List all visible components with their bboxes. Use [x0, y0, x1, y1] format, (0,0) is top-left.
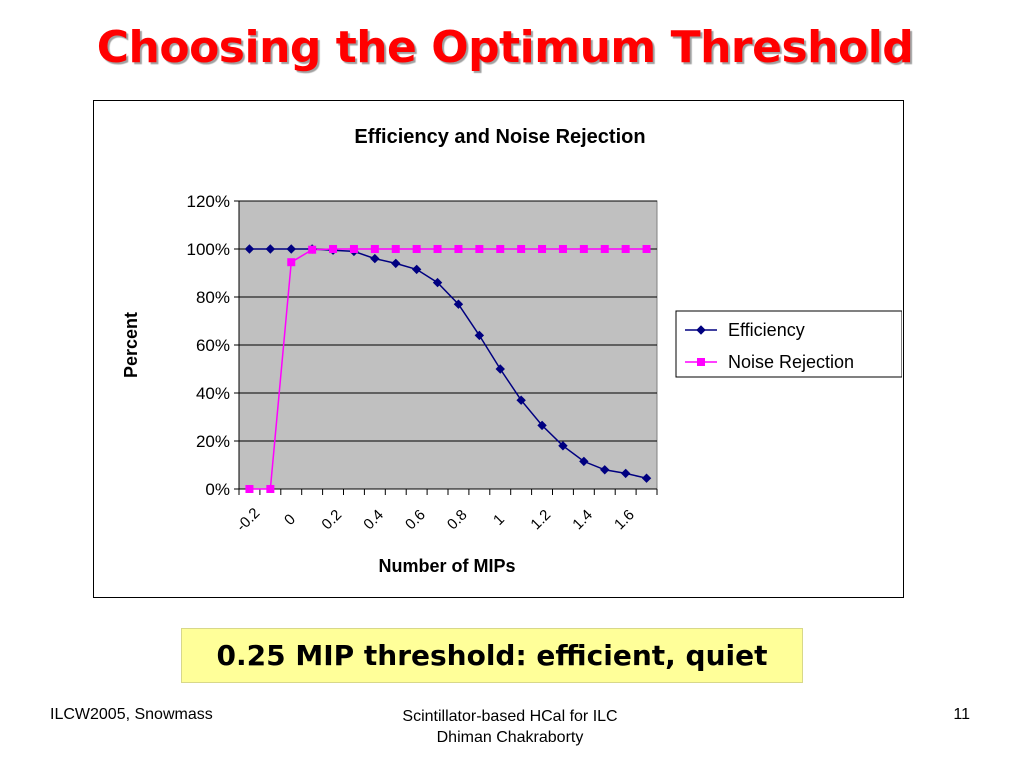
- legend-marker: [697, 358, 705, 366]
- footer-talk-info: Scintillator-based HCal for ILC Dhiman C…: [350, 706, 670, 748]
- data-point: [453, 299, 464, 309]
- data-point: [245, 485, 254, 493]
- data-point: [517, 245, 526, 253]
- y-tick-label: 60%: [196, 336, 230, 355]
- data-point: [538, 245, 547, 253]
- footer-author: Dhiman Chakraborty: [436, 729, 584, 746]
- data-point: [537, 420, 547, 431]
- y-axis-label: Percent: [121, 312, 141, 378]
- data-point: [411, 264, 422, 275]
- data-point: [579, 456, 589, 467]
- data-point: [454, 245, 463, 253]
- y-tick-label: 80%: [196, 288, 230, 307]
- x-tick-label: 0: [281, 511, 299, 529]
- data-point: [600, 465, 610, 475]
- data-point: [244, 244, 255, 254]
- x-axis-label: Number of MIPs: [378, 556, 515, 576]
- data-point: [412, 245, 421, 253]
- data-point: [266, 485, 275, 493]
- x-tick-label: -0.2: [233, 505, 263, 535]
- data-point: [642, 245, 651, 253]
- chart-frame: Efficiency and Noise Rejection 0% 20% 40% 60…: [93, 100, 904, 598]
- chart-title: Efficiency and Noise Rejection: [354, 126, 645, 148]
- data-point: [496, 245, 505, 253]
- data-point: [287, 258, 296, 267]
- data-point: [516, 395, 526, 405]
- y-tick-label: 40%: [196, 384, 230, 403]
- data-point: [600, 245, 609, 253]
- data-point: [620, 468, 631, 479]
- x-tick-label: 0.6: [402, 506, 429, 533]
- data-point: [432, 277, 443, 288]
- y-tick-label: 0%: [205, 480, 230, 499]
- data-point: [286, 244, 296, 254]
- x-tick-label: 0.8: [444, 506, 471, 533]
- efficiency-noise-chart: Efficiency and Noise Rejection 0% 20% 40% 60…: [121, 126, 902, 576]
- footer-talk-title: Scintillator-based HCal for ILC: [402, 708, 618, 725]
- x-tick-label: 1.2: [527, 506, 554, 533]
- data-point: [265, 244, 276, 254]
- data-point: [641, 473, 652, 483]
- legend-label: Efficiency: [728, 320, 805, 340]
- data-point: [579, 245, 588, 253]
- y-tick-label: 20%: [196, 432, 230, 451]
- data-point: [558, 441, 568, 451]
- footer-conference: ILCW2005, Snowmass: [50, 706, 213, 723]
- data-point: [495, 364, 505, 374]
- data-point: [308, 245, 317, 254]
- data-point: [391, 245, 400, 253]
- legend-label: Noise Rejection: [728, 352, 854, 372]
- x-tick-label: 0.2: [318, 506, 345, 533]
- legend-marker: [696, 325, 706, 335]
- data-point: [558, 245, 567, 253]
- chart-legend: [675, 310, 902, 378]
- slide-title: Choosing the Optimum Threshold: [96, 22, 914, 73]
- data-point: [474, 330, 485, 341]
- data-point: [349, 245, 358, 253]
- data-point: [433, 245, 442, 253]
- data-point: [391, 258, 401, 269]
- threshold-callout: 0.25 MIP threshold: efficient, quiet: [181, 628, 803, 683]
- x-tick-label: 0.4: [360, 506, 387, 533]
- data-point: [370, 253, 380, 264]
- x-tick-label: 1: [490, 511, 508, 529]
- x-tick-label: 1.4: [569, 506, 596, 533]
- data-point: [621, 245, 630, 253]
- y-tick-label: 100%: [187, 240, 230, 259]
- data-point: [370, 245, 379, 253]
- page-number: 11: [953, 706, 970, 723]
- data-point: [329, 245, 338, 253]
- data-point: [475, 245, 484, 253]
- x-tick-label: 1.6: [611, 506, 638, 533]
- y-tick-label: 120%: [187, 192, 230, 211]
